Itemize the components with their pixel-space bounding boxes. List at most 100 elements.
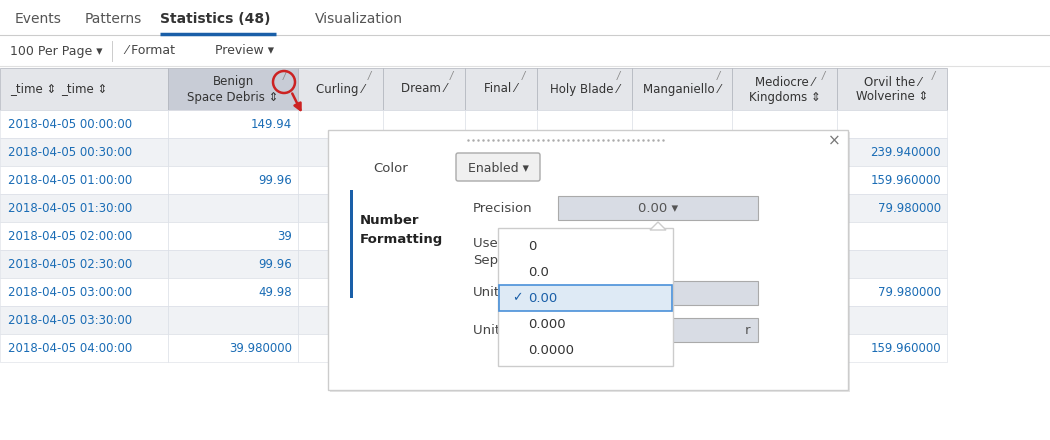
Text: Space Debris ⇕: Space Debris ⇕ (187, 91, 278, 103)
Bar (383, 68, 465, 110)
Polygon shape (650, 222, 666, 230)
Text: 149.94: 149.94 (251, 117, 292, 131)
Bar (499, 285, 672, 311)
Bar (537, 138, 632, 166)
Bar (837, 110, 947, 138)
Bar (298, 222, 383, 250)
Text: Use Thousand
Separators: Use Thousand Separators (472, 237, 567, 267)
Bar (632, 166, 732, 194)
Bar (298, 194, 383, 222)
Text: Preview ▾: Preview ▾ (215, 44, 274, 58)
Text: 11.980000: 11.980000 (563, 313, 626, 326)
Text: Orvil the ⁄: Orvil the ⁄ (863, 76, 921, 88)
Bar (632, 306, 732, 334)
Text: 159.960000: 159.960000 (870, 173, 941, 187)
Bar (732, 110, 837, 138)
Text: Dream ⁄: Dream ⁄ (401, 82, 447, 95)
Bar (558, 281, 758, 305)
Text: Benign: Benign (212, 76, 254, 88)
Bar (537, 306, 632, 334)
Text: Visualization: Visualization (315, 12, 403, 26)
Bar (0, 194, 168, 222)
Text: /: / (368, 71, 371, 81)
Text: /: / (821, 71, 824, 81)
Bar (732, 278, 837, 306)
Bar (168, 110, 298, 138)
Text: 39: 39 (277, 230, 292, 242)
Text: r: r (744, 323, 750, 337)
Bar (298, 166, 383, 194)
Bar (537, 110, 632, 138)
Text: 2018-04-05 01:30:00: 2018-04-05 01:30:00 (8, 202, 132, 214)
Text: 99.960000: 99.960000 (768, 146, 831, 158)
Text: Holy Blade ⁄: Holy Blade ⁄ (550, 82, 620, 95)
Text: /: / (449, 71, 453, 81)
Text: Unit: Unit (472, 286, 500, 300)
Bar (732, 138, 837, 166)
Text: /: / (282, 71, 286, 81)
Text: 0.00 ▾: 0.00 ▾ (638, 202, 678, 214)
Text: /: / (616, 71, 619, 81)
Bar (383, 194, 465, 222)
Text: 49.980000: 49.980000 (768, 173, 831, 187)
Bar (168, 138, 298, 166)
Text: 79.980000: 79.980000 (878, 202, 941, 214)
Bar (537, 68, 632, 110)
Bar (383, 278, 465, 306)
Text: Unit Position: Unit Position (472, 323, 556, 337)
Bar (632, 194, 732, 222)
Text: /: / (716, 71, 719, 81)
Bar (837, 138, 947, 166)
Bar (383, 110, 465, 138)
Bar (168, 166, 298, 194)
Text: 79.980000: 79.980000 (663, 341, 726, 355)
Text: 39.980000: 39.980000 (229, 341, 292, 355)
Text: _time ⇕: _time ⇕ (10, 82, 57, 95)
Text: 0.000: 0.000 (528, 319, 566, 331)
Bar (0, 278, 168, 306)
Text: Kingdoms ⇕: Kingdoms ⇕ (749, 91, 820, 103)
Text: 239.940000: 239.940000 (870, 146, 941, 158)
Bar (732, 334, 837, 362)
Text: 100 Per Page ▾: 100 Per Page ▾ (10, 44, 103, 58)
Text: Curling ⁄: Curling ⁄ (316, 82, 364, 95)
Bar (330, 132, 850, 392)
Bar (0, 68, 168, 110)
Bar (537, 194, 632, 222)
Bar (0, 110, 168, 138)
Text: 99.96: 99.96 (258, 257, 292, 271)
Bar (298, 138, 383, 166)
Bar (465, 250, 537, 278)
Text: 2018-04-05 01:00:00: 2018-04-05 01:00:00 (8, 173, 132, 187)
Bar (0, 222, 168, 250)
Bar (465, 278, 537, 306)
Bar (498, 228, 673, 366)
Bar (168, 334, 298, 362)
Bar (558, 196, 758, 220)
Text: 35.940000: 35.940000 (563, 341, 626, 355)
Bar (732, 166, 837, 194)
Bar (732, 68, 837, 110)
Text: 99.96: 99.96 (258, 173, 292, 187)
Bar (298, 250, 383, 278)
Bar (837, 306, 947, 334)
Bar (168, 68, 298, 110)
Bar (383, 222, 465, 250)
Bar (168, 194, 298, 222)
Bar (383, 250, 465, 278)
Text: 149.940000: 149.940000 (760, 202, 831, 214)
Text: ⁄ Format: ⁄ Format (125, 44, 175, 58)
Bar (168, 222, 298, 250)
Bar (465, 110, 537, 138)
Text: Statistics (48): Statistics (48) (160, 12, 271, 26)
Bar (732, 222, 837, 250)
Text: 0.00: 0.00 (528, 291, 558, 304)
Text: 79.980000: 79.980000 (878, 286, 941, 298)
Bar (465, 306, 537, 334)
Bar (837, 250, 947, 278)
FancyBboxPatch shape (456, 153, 540, 181)
Bar (837, 166, 947, 194)
Bar (558, 240, 608, 264)
Text: 2018-04-05 00:30:00: 2018-04-05 00:30:00 (8, 146, 132, 158)
Text: 2018-04-05 02:00:00: 2018-04-05 02:00:00 (8, 230, 132, 242)
